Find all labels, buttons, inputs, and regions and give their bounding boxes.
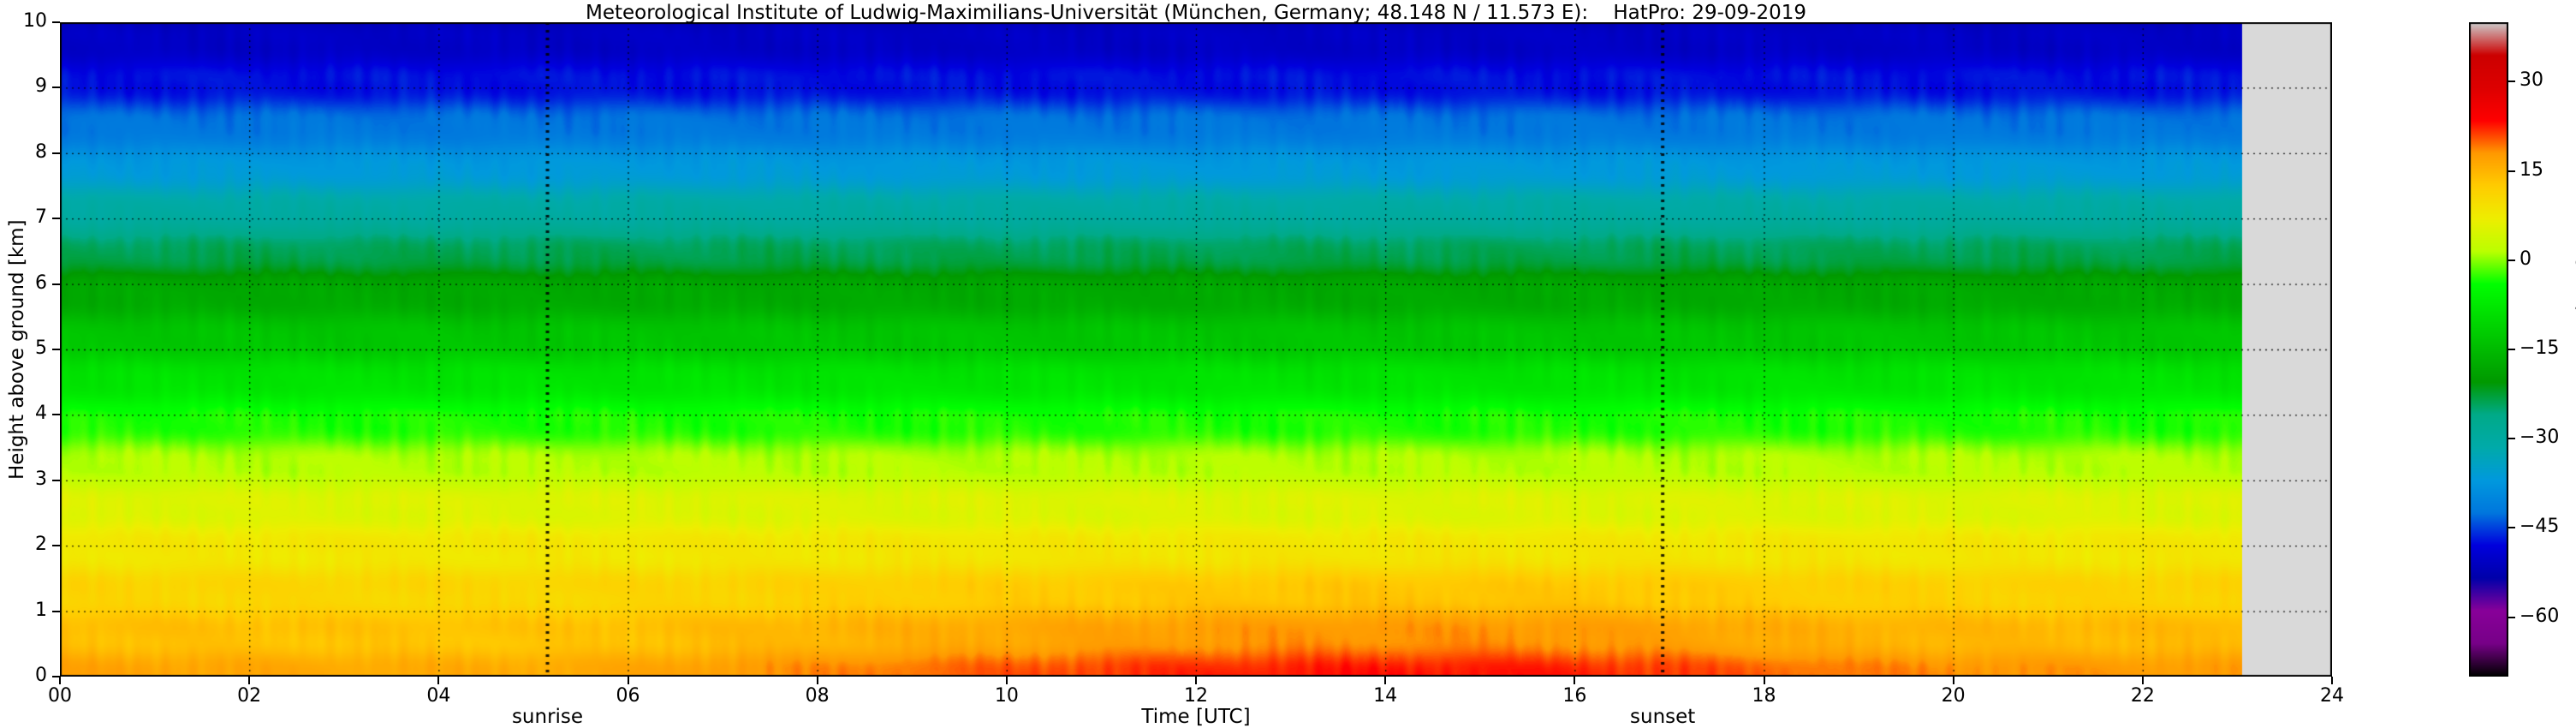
y-tick-mark: [52, 87, 60, 89]
x-axis-label: Time [UTC]: [1141, 706, 1251, 728]
chart-title: Meteorological Institute of Ludwig-Maxim…: [585, 2, 1807, 24]
x-tick-label: 16: [1562, 685, 1587, 707]
colorbar-tick-mark: [2508, 170, 2515, 172]
colorbar-tick-label: −30: [2519, 427, 2560, 449]
y-tick-label: 6: [35, 272, 47, 294]
colorbar-tick-mark: [2508, 527, 2515, 529]
x-tick-mark: [1763, 677, 1765, 684]
colorbar-tick-label: −15: [2519, 337, 2560, 359]
y-tick-mark: [52, 218, 60, 220]
y-tick-label: 10: [23, 10, 47, 32]
colorbar-canvas: [2469, 22, 2508, 677]
colorbar-tick-mark: [2508, 81, 2515, 83]
x-tick-label: 10: [994, 685, 1019, 707]
colorbar-tick-mark: [2508, 616, 2515, 618]
x-tick-label: 12: [1184, 685, 1208, 707]
annotation-sunrise: sunrise: [511, 706, 584, 728]
x-tick-mark: [1952, 677, 1954, 684]
y-tick-mark: [52, 610, 60, 612]
y-tick-mark: [52, 283, 60, 285]
y-tick-mark: [52, 676, 60, 677]
colorbar-tick-label: 0: [2519, 248, 2531, 270]
x-tick-label: 20: [1941, 685, 1966, 707]
y-tick-label: 5: [35, 337, 47, 359]
x-tick-mark: [1195, 677, 1197, 684]
colorbar-tick-label: −60: [2519, 605, 2560, 627]
colorbar-tick-label: 15: [2519, 158, 2543, 181]
x-tick-mark: [1384, 677, 1387, 684]
colorbar-tick-label: 30: [2519, 69, 2543, 92]
y-tick-label: 4: [35, 403, 47, 425]
y-tick-mark: [52, 545, 60, 547]
x-tick-label: 04: [426, 685, 451, 707]
x-tick-mark: [1005, 677, 1008, 684]
x-tick-mark: [627, 677, 629, 684]
colorbar-label: Temperature in °C: [2573, 256, 2576, 443]
colorbar-tick-label: −45: [2519, 516, 2560, 538]
x-tick-label: 06: [616, 685, 640, 707]
y-tick-label: 2: [35, 534, 47, 556]
y-tick-label: 8: [35, 140, 47, 163]
y-tick-label: 0: [35, 665, 47, 686]
y-tick-label: 7: [35, 206, 47, 229]
heatmap-canvas: [60, 22, 2332, 677]
y-tick-mark: [52, 479, 60, 481]
y-tick-mark: [52, 152, 60, 154]
x-tick-label: 00: [48, 685, 72, 707]
x-tick-label: 02: [237, 685, 262, 707]
x-tick-label: 18: [1752, 685, 1776, 707]
colorbar-tick-mark: [2508, 438, 2515, 440]
y-tick-label: 9: [35, 75, 47, 98]
x-tick-mark: [2141, 677, 2144, 684]
y-tick-label: 3: [35, 468, 47, 490]
x-tick-mark: [248, 677, 251, 684]
x-tick-mark: [2331, 677, 2333, 684]
y-tick-mark: [52, 414, 60, 416]
x-tick-label: 08: [805, 685, 830, 707]
x-tick-mark: [1574, 677, 1576, 684]
x-tick-label: 22: [2130, 685, 2155, 707]
y-tick-mark: [52, 21, 60, 23]
annotation-sunset: sunset: [1630, 706, 1696, 728]
y-tick-mark: [52, 349, 60, 350]
y-tick-label: 1: [35, 599, 47, 621]
x-tick-mark: [437, 677, 440, 684]
x-tick-label: 24: [2320, 685, 2344, 707]
x-tick-label: 14: [1373, 685, 1398, 707]
colorbar-tick-mark: [2508, 349, 2515, 350]
x-tick-mark: [59, 677, 61, 684]
x-tick-mark: [816, 677, 818, 684]
colorbar-tick-mark: [2508, 259, 2515, 261]
